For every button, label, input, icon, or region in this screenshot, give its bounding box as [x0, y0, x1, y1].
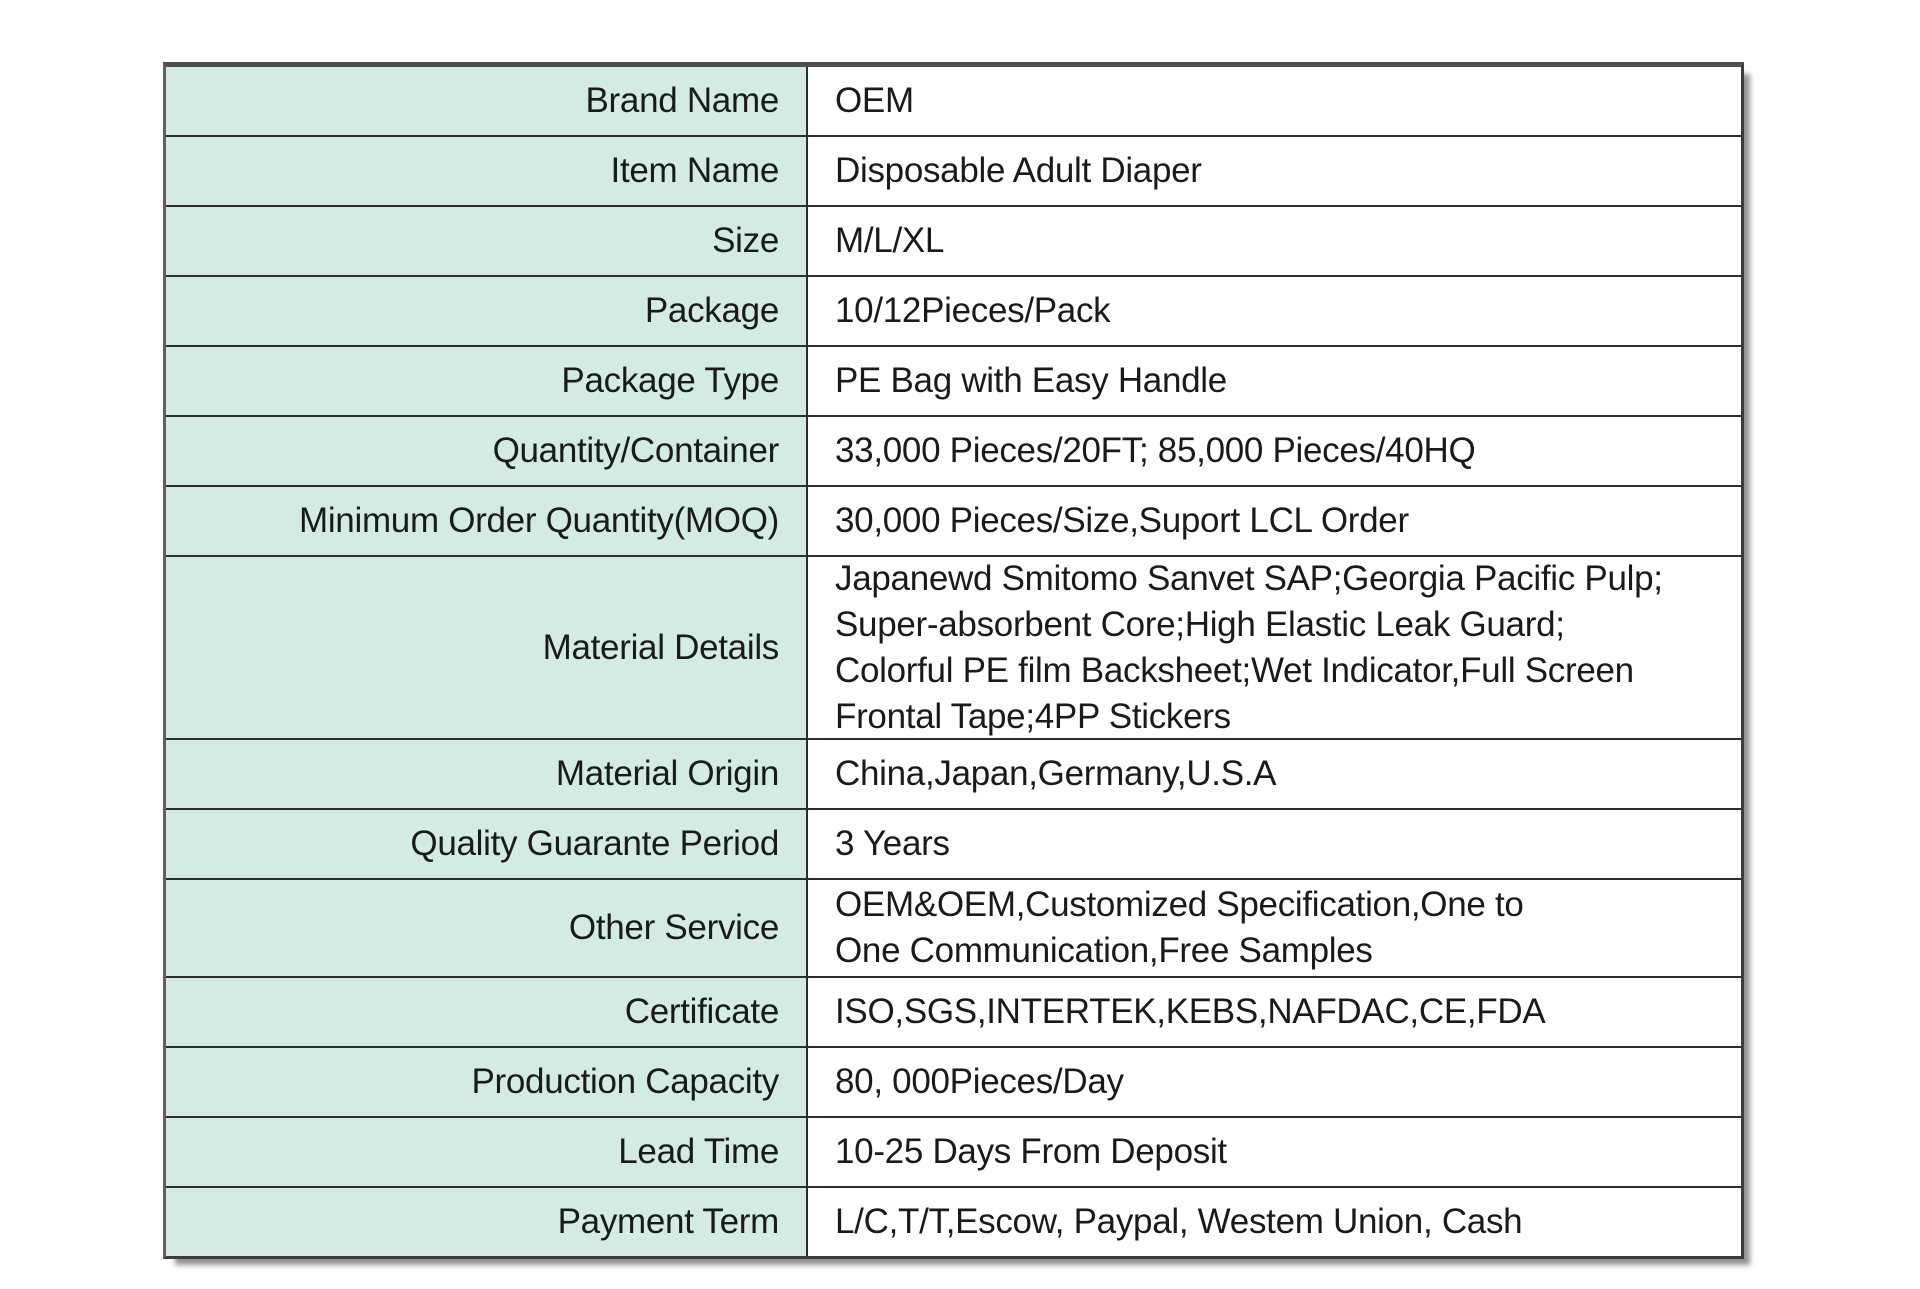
table-row: Material Origin China,Japan,Germany,U.S.… [166, 738, 1741, 809]
row-value: L/C,T/T,Escow, Paypal, Westem Union, Cas… [808, 1187, 1741, 1256]
row-label: Payment Term [166, 1187, 808, 1256]
row-label: Brand Name [166, 67, 808, 136]
row-label: Material Details [166, 557, 808, 739]
table-row: Package 10/12Pieces/Pack [166, 275, 1741, 346]
row-value: OEM&OEM,Customized Specification,One to … [808, 880, 1741, 976]
row-value: 33,000 Pieces/20FT; 85,000 Pieces/40HQ [808, 417, 1741, 486]
table-row: Size M/L/XL [166, 205, 1741, 276]
row-value: 80, 000Pieces/Day [808, 1047, 1741, 1116]
row-value: PE Bag with Easy Handle [808, 347, 1741, 416]
row-value: 10/12Pieces/Pack [808, 277, 1741, 346]
row-value: Disposable Adult Diaper [808, 137, 1741, 206]
row-label: Package Type [166, 347, 808, 416]
row-value: OEM [808, 67, 1741, 136]
table-row: Payment Term L/C,T/T,Escow, Paypal, West… [166, 1185, 1741, 1256]
row-label: Material Origin [166, 740, 808, 809]
row-value: 10-25 Days From Deposit [808, 1117, 1741, 1186]
row-value: 30,000 Pieces/Size,Suport LCL Order [808, 487, 1741, 556]
table-row: Package Type PE Bag with Easy Handle [166, 345, 1741, 416]
row-label: Minimum Order Quantity(MOQ) [166, 487, 808, 556]
table-row: Brand Name OEM [166, 67, 1741, 136]
table-row: Production Capacity 80, 000Pieces/Day [166, 1045, 1741, 1116]
row-label: Quantity/Container [166, 417, 808, 486]
row-label: Item Name [166, 137, 808, 206]
row-value: ISO,SGS,INTERTEK,KEBS,NAFDAC,CE,FDA [808, 977, 1741, 1046]
row-label: Production Capacity [166, 1047, 808, 1116]
row-label: Size [166, 207, 808, 276]
table-row: Other Service OEM&OEM,Customized Specifi… [166, 878, 1741, 976]
table-row: Minimum Order Quantity(MOQ) 30,000 Piece… [166, 485, 1741, 556]
product-spec-table: Brand Name OEM Item Name Disposable Adul… [163, 62, 1744, 1259]
table-row: Material Details Japanewd Smitomo Sanvet… [166, 555, 1741, 739]
row-label: Certificate [166, 977, 808, 1046]
table-row: Quality Guarante Period 3 Years [166, 808, 1741, 879]
table-row: Item Name Disposable Adult Diaper [166, 135, 1741, 206]
table-row: Certificate ISO,SGS,INTERTEK,KEBS,NAFDAC… [166, 975, 1741, 1046]
table-row: Lead Time 10-25 Days From Deposit [166, 1115, 1741, 1186]
row-label: Lead Time [166, 1117, 808, 1186]
row-label: Package [166, 277, 808, 346]
row-value: Japanewd Smitomo Sanvet SAP;Georgia Paci… [808, 557, 1741, 739]
table-row: Quantity/Container 33,000 Pieces/20FT; 8… [166, 415, 1741, 486]
row-label: Quality Guarante Period [166, 810, 808, 879]
row-value: 3 Years [808, 810, 1741, 879]
row-value: China,Japan,Germany,U.S.A [808, 740, 1741, 809]
row-value: M/L/XL [808, 207, 1741, 276]
row-label: Other Service [166, 880, 808, 976]
